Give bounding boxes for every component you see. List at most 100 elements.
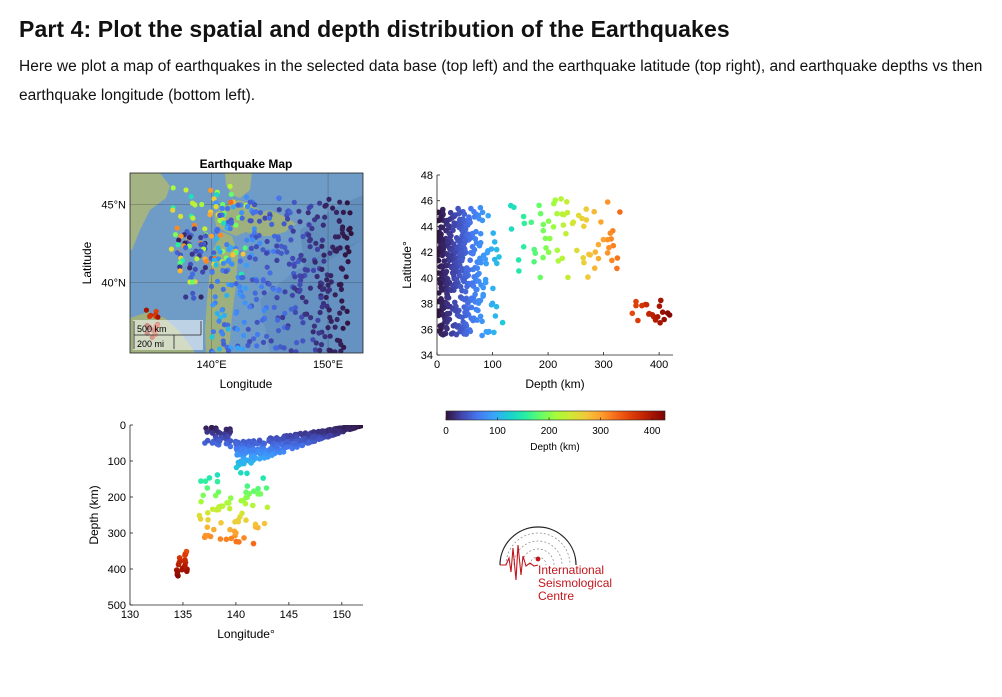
depth-lon-point (175, 561, 182, 568)
map-point (254, 343, 260, 349)
map-point (348, 230, 354, 237)
map-point (274, 295, 280, 301)
depth-lon-point (297, 430, 304, 437)
map-point (275, 317, 281, 323)
map-point (225, 348, 232, 353)
depth-lon-point (331, 427, 338, 434)
depth-lon-point (227, 443, 234, 450)
lat-depth-point (536, 202, 542, 209)
depth-lon-point (243, 494, 249, 501)
depth-lon-point (246, 491, 252, 497)
depth-lon-point (211, 526, 217, 533)
map-point (211, 196, 217, 202)
lat-depth-xlabel: Depth (km) (525, 377, 584, 391)
map-point (209, 334, 215, 340)
map-point (211, 257, 217, 263)
map-point (244, 194, 250, 200)
page-title: Part 4: Plot the spatial and depth distr… (19, 16, 730, 42)
depth-lon-point (204, 437, 211, 444)
map-point (230, 252, 236, 258)
map-point (248, 218, 254, 224)
map-point (276, 287, 282, 294)
depth-lon-point (213, 507, 220, 513)
map-point (198, 234, 204, 241)
map-point (297, 282, 303, 288)
depth-lon-ytick-label: 300 (108, 528, 126, 540)
map-point (344, 235, 350, 241)
map-point (208, 283, 215, 289)
lat-depth-point (461, 296, 468, 303)
map-point (252, 256, 258, 262)
map-point (208, 233, 215, 239)
map-point (228, 191, 234, 197)
map-point (332, 324, 338, 330)
map-point (271, 304, 277, 310)
map-point (215, 256, 222, 262)
map-point (203, 258, 209, 264)
map-point (292, 305, 298, 311)
lat-depth-ytick-label: 42 (421, 247, 433, 259)
map-point (235, 345, 241, 351)
lat-depth-point (440, 332, 446, 338)
map-point (220, 286, 226, 292)
depth-lon-point (202, 478, 209, 485)
lat-depth-point (537, 210, 544, 217)
lat-depth-point (490, 285, 496, 292)
map-point (242, 245, 248, 251)
lat-depth-point (492, 313, 499, 319)
depth-lon-xtick-label: 150 (333, 609, 351, 621)
lat-depth-point (482, 256, 489, 263)
lat-depth-point (633, 298, 639, 305)
map-point (337, 199, 343, 205)
lat-depth-point (558, 196, 564, 202)
depth-lon-point (198, 498, 204, 505)
lat-depth-point (666, 312, 673, 318)
map-point (318, 342, 325, 348)
depth-lon-point (248, 460, 254, 466)
map-point (284, 325, 291, 331)
map-point (291, 199, 297, 205)
map-point (220, 201, 226, 208)
lat-depth-point (445, 303, 451, 310)
depth-lon-point (280, 449, 287, 455)
depth-lon-point (182, 552, 188, 559)
map-point (250, 237, 256, 243)
lat-depth-point (479, 318, 485, 325)
map-point (229, 261, 235, 267)
lat-depth-point (462, 288, 469, 295)
map-point (290, 228, 296, 234)
depth-lon-point (260, 440, 267, 447)
map-point (344, 200, 350, 206)
lat-depth-point (591, 265, 598, 272)
scalebar-km: 500 km (137, 324, 167, 334)
map-point (328, 279, 334, 285)
lat-depth-panel: 0 100 200 300 400 34 36 38 40 42 44 46 48 Depth (km)… (400, 170, 673, 391)
map-point (333, 209, 340, 215)
map-point (240, 251, 246, 257)
lat-depth-point (447, 209, 454, 216)
map-point (288, 306, 294, 312)
map-point (288, 237, 294, 243)
map-point (190, 290, 196, 296)
map-point (340, 305, 346, 311)
map-point (177, 268, 183, 274)
depth-lon-xtick-label: 130 (121, 609, 139, 621)
lat-depth-point (488, 302, 495, 308)
map-point (210, 302, 216, 308)
map-point (343, 274, 349, 280)
map-point (224, 242, 230, 248)
map-point (187, 265, 193, 271)
lat-depth-point (550, 224, 557, 230)
map-point (322, 214, 328, 220)
map-point (155, 314, 161, 320)
map-point (178, 233, 184, 239)
map-point (211, 250, 217, 256)
map-point (294, 340, 300, 346)
depth-lon-point (202, 532, 209, 539)
map-point (303, 299, 309, 305)
map-point (291, 263, 297, 269)
map-point (317, 347, 323, 353)
map-point (293, 349, 299, 353)
lat-depth-ytick-label: 36 (421, 324, 433, 336)
lat-depth-point (587, 252, 593, 258)
